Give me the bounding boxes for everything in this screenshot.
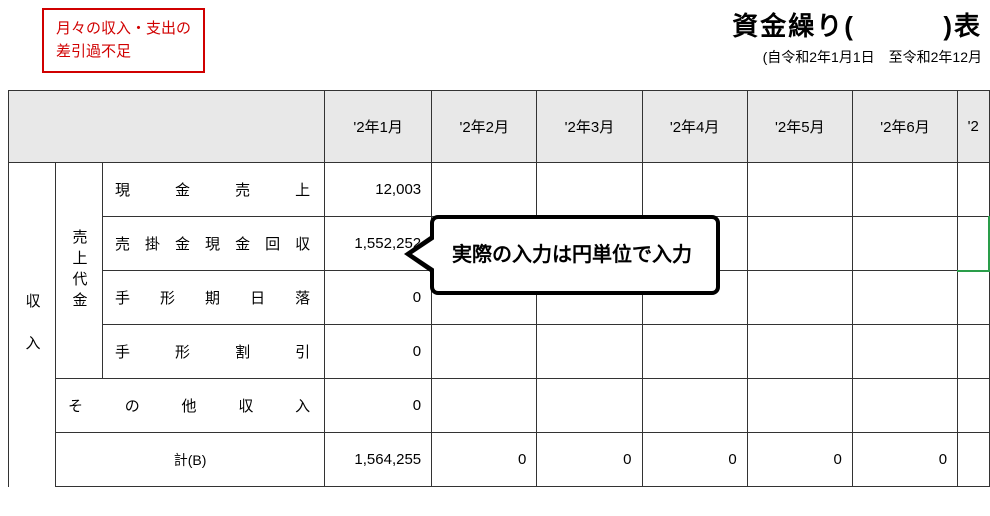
cell-total-m3: 0 xyxy=(537,433,642,487)
cell-total-m2: 0 xyxy=(432,433,537,487)
period-label: (自令和2年1月1日 至令和2年12月 xyxy=(732,47,982,67)
cell-r4-m7[interactable] xyxy=(958,325,989,379)
cell-r4-m1[interactable]: 0 xyxy=(325,325,432,379)
cell-r1-m4[interactable] xyxy=(642,163,747,217)
header-blank xyxy=(9,91,325,163)
row-cash-sales: 収 入 売上代金 現金売上 12,003 xyxy=(9,163,990,217)
cell-r5-m3[interactable] xyxy=(537,379,642,433)
cell-total-m5: 0 xyxy=(747,433,852,487)
cell-r5-m7[interactable] xyxy=(958,379,989,433)
cell-r5-m5[interactable] xyxy=(747,379,852,433)
monthly-diff-note: 月々の収入・支出の 差引過不足 xyxy=(42,8,205,73)
cell-r4-m3[interactable] xyxy=(537,325,642,379)
main-title: 資金繰り( )表 xyxy=(732,6,982,43)
cell-r3-m7[interactable] xyxy=(958,271,989,325)
red-note-line1: 月々の収入・支出の xyxy=(56,20,191,37)
cell-r4-m4[interactable] xyxy=(642,325,747,379)
cell-r4-m2[interactable] xyxy=(432,325,537,379)
month-5: '2年5月 xyxy=(747,91,852,163)
month-1: '2年1月 xyxy=(325,91,432,163)
header-row: '2年1月 '2年2月 '2年3月 '2年4月 '2年5月 '2年6月 '2 xyxy=(9,91,990,163)
title-left: 資金繰り( xyxy=(732,11,855,41)
cell-r3-m6[interactable] xyxy=(852,271,957,325)
label-bill-discount: 手形割引 xyxy=(103,325,325,379)
label-bill-due: 手形期日落 xyxy=(103,271,325,325)
title-area: 資金繰り( )表 (自令和2年1月1日 至令和2年12月 xyxy=(732,6,982,67)
callout-arrow-inner xyxy=(412,238,436,270)
month-2: '2年2月 xyxy=(432,91,537,163)
cell-r1-m1[interactable]: 12,003 xyxy=(325,163,432,217)
cell-total-m6: 0 xyxy=(852,433,957,487)
cell-r1-m3[interactable] xyxy=(537,163,642,217)
cell-r5-m1[interactable]: 0 xyxy=(325,379,432,433)
red-note-line2: 差引過不足 xyxy=(56,43,131,60)
cell-r5-m6[interactable] xyxy=(852,379,957,433)
title-right: )表 xyxy=(943,11,982,41)
cell-r4-m5[interactable] xyxy=(747,325,852,379)
cell-r2-m6[interactable] xyxy=(852,217,957,271)
cell-total-m7 xyxy=(958,433,989,487)
row-total-b: 計(B) 1,564,255 0 0 0 0 0 xyxy=(9,433,990,487)
month-6: '2年6月 xyxy=(852,91,957,163)
cell-r2-m5[interactable] xyxy=(747,217,852,271)
cell-r5-m2[interactable] xyxy=(432,379,537,433)
month-3: '2年3月 xyxy=(537,91,642,163)
cell-r1-m7[interactable] xyxy=(958,163,989,217)
month-4: '2年4月 xyxy=(642,91,747,163)
input-unit-callout: 実際の入力は円単位で入力 xyxy=(430,215,720,295)
cell-r5-m4[interactable] xyxy=(642,379,747,433)
sales-side-label: 売上代金 xyxy=(56,163,103,379)
row-bill-discount: 手形割引 0 xyxy=(9,325,990,379)
row-other-income: その他収入 0 xyxy=(9,379,990,433)
cell-total-m1: 1,564,255 xyxy=(325,433,432,487)
label-receivable: 売掛金現金回収 xyxy=(103,217,325,271)
cell-r3-m1[interactable]: 0 xyxy=(325,271,432,325)
month-7: '2 xyxy=(958,91,989,163)
cell-r2-m7[interactable] xyxy=(958,217,989,271)
cell-r3-m5[interactable] xyxy=(747,271,852,325)
cell-r1-m6[interactable] xyxy=(852,163,957,217)
cell-total-m4: 0 xyxy=(642,433,747,487)
label-total-b: 計(B) xyxy=(56,433,325,487)
cell-r1-m5[interactable] xyxy=(747,163,852,217)
income-side-label: 収 入 xyxy=(9,163,56,487)
cell-r1-m2[interactable] xyxy=(432,163,537,217)
label-other-income: その他収入 xyxy=(56,379,325,433)
label-cash-sales: 現金売上 xyxy=(103,163,325,217)
cell-r4-m6[interactable] xyxy=(852,325,957,379)
